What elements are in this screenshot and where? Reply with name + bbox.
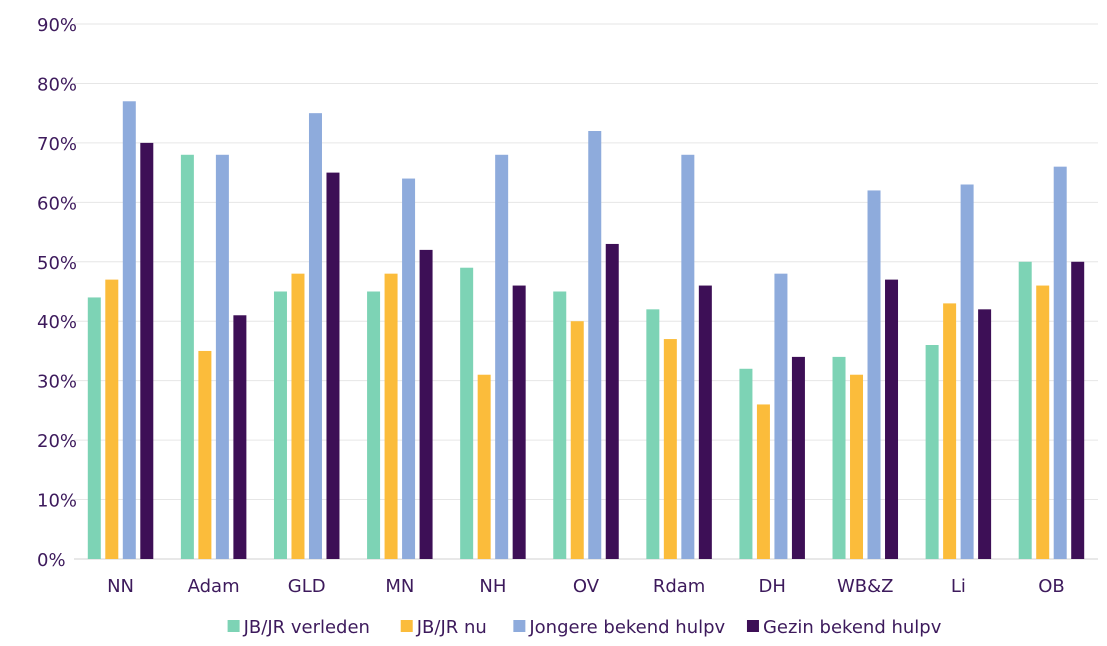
y-tick-label: 50%: [37, 253, 77, 274]
bar: [1071, 261, 1085, 559]
bar: [698, 285, 712, 559]
bar: [87, 297, 101, 559]
bar: [477, 374, 491, 559]
bar: [122, 101, 136, 560]
bar: [495, 154, 509, 559]
legend-swatch: [400, 620, 413, 632]
bar: [774, 273, 788, 559]
y-tick-label: 30%: [37, 372, 77, 393]
bar: [233, 315, 247, 559]
bar: [291, 273, 305, 559]
bar: [681, 154, 695, 559]
y-tick-label: 40%: [37, 312, 77, 333]
bar: [105, 279, 119, 559]
bar: [739, 368, 753, 559]
bar: [960, 184, 974, 559]
x-tick-label: DH: [758, 576, 785, 597]
y-axis-ticks: 0% 10% 20% 30% 40% 50% 60% 70% 80% 90%: [37, 15, 77, 571]
bar: [308, 113, 322, 560]
bar: [140, 142, 154, 559]
x-tick-label: OV: [573, 576, 600, 597]
y-tick-label: 0%: [37, 550, 66, 571]
bar: [867, 190, 881, 559]
bar: [832, 356, 846, 559]
x-tick-label: NN: [107, 576, 134, 597]
bar: [215, 154, 229, 559]
bar: [925, 345, 939, 559]
y-tick-label: 20%: [37, 431, 77, 452]
bar: [605, 243, 619, 559]
bar: [885, 279, 899, 559]
bar: [419, 249, 433, 559]
legend: JB/JR verleden JB/JR nu Jongere bekend hul…: [227, 617, 942, 638]
bar: [1053, 166, 1067, 559]
bar: [326, 172, 340, 559]
bar: [367, 291, 381, 559]
legend-item: Jongere bekend hulpv: [513, 617, 726, 638]
legend-swatch: [227, 620, 240, 632]
bar: [1018, 261, 1032, 559]
legend-item: JB/JR nu: [400, 617, 487, 638]
bar: [402, 178, 416, 560]
legend-label: Gezin bekend hulpv: [763, 617, 942, 638]
x-tick-label: GLD: [288, 576, 326, 597]
bar: [384, 273, 398, 559]
legend-label: JB/JR verleden: [243, 617, 370, 638]
x-tick-label: NH: [479, 576, 506, 597]
x-tick-label: OB: [1038, 576, 1065, 597]
y-tick-label: 60%: [37, 193, 77, 214]
bars: [87, 101, 1085, 560]
x-tick-label: Adam: [188, 576, 240, 597]
x-tick-label: WB&Z: [837, 576, 894, 597]
legend-swatch: [746, 620, 759, 632]
legend-label: Jongere bekend hulpv: [528, 617, 725, 638]
x-axis-ticks: NN Adam GLD MN NH OV Rdam DH WB&Z Li OB: [107, 576, 1065, 597]
y-tick-label: 10%: [37, 491, 77, 512]
legend-label: JB/JR nu: [416, 617, 487, 638]
y-tick-label: 90%: [37, 15, 77, 36]
y-tick-label: 70%: [37, 134, 77, 155]
bar: [756, 404, 770, 559]
bar: [553, 291, 567, 559]
bar: [978, 309, 992, 559]
bar: [512, 285, 526, 559]
legend-item: Gezin bekend hulpv: [746, 617, 942, 638]
bar: [570, 321, 584, 559]
bar: [460, 267, 474, 559]
bar: [1036, 285, 1050, 559]
bar: [663, 339, 677, 559]
legend-swatch: [513, 620, 526, 632]
x-tick-label: Li: [951, 576, 966, 597]
y-tick-label: 80%: [37, 74, 77, 95]
x-tick-label: MN: [385, 576, 414, 597]
bar: [791, 356, 805, 559]
bar: [943, 303, 957, 559]
bar: [198, 350, 212, 559]
legend-item: JB/JR verleden: [227, 617, 370, 638]
bar: [180, 154, 194, 559]
bar: [646, 309, 660, 559]
bar: [850, 374, 864, 559]
x-tick-label: Rdam: [653, 576, 706, 597]
bar: [588, 131, 602, 559]
bar: [273, 291, 287, 559]
